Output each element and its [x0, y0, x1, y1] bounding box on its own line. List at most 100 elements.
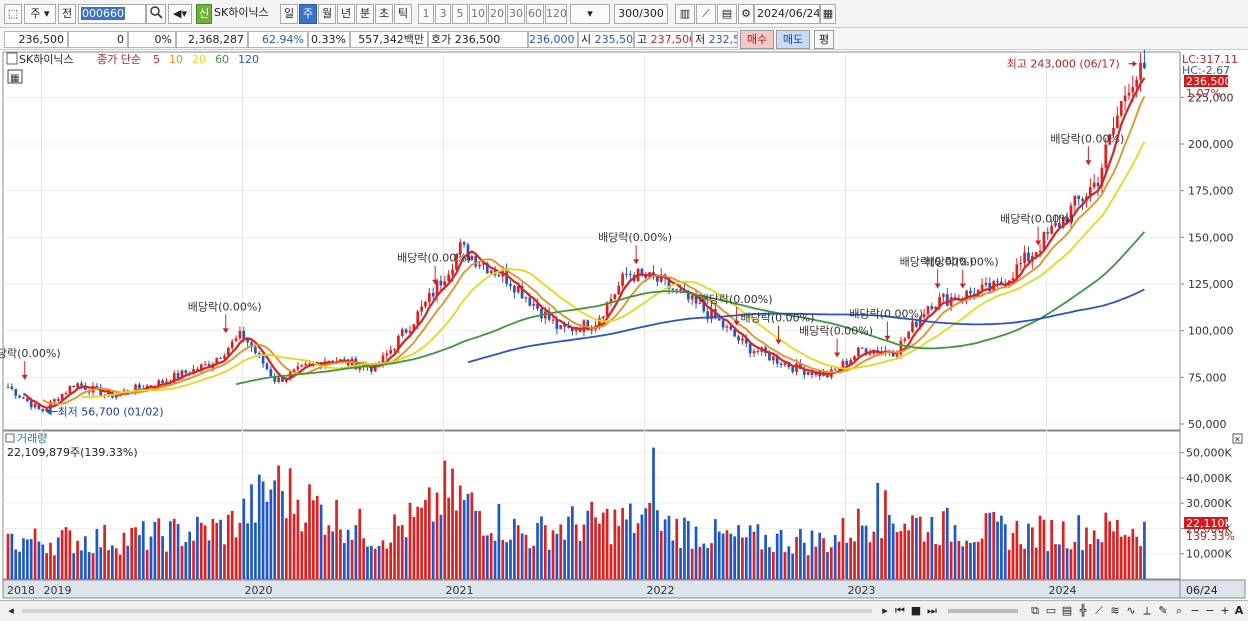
interval-select[interactable]: ▾	[570, 4, 610, 24]
candle-type-icon[interactable]: ▥	[675, 4, 695, 24]
turnover-pct: 0.33%	[308, 31, 350, 48]
rewind-icon[interactable]: ⏮	[895, 604, 905, 617]
volume-bar	[126, 545, 130, 579]
sell-button[interactable]: 매도	[776, 30, 810, 49]
candle-body	[1143, 62, 1146, 69]
x-tick-label: 2019	[44, 584, 72, 597]
period-tab-6[interactable]: 틱	[394, 4, 412, 24]
candle-body	[1104, 144, 1108, 168]
chart-svg[interactable]: 최고 243,000 (06/17) 최저 56,700 (01/02) 배당락(0…	[0, 49, 1248, 600]
candle-body	[246, 338, 250, 343]
candle-body	[157, 380, 161, 388]
trendline-icon[interactable]: ⟋	[1095, 604, 1103, 617]
minus-icon[interactable]: −	[1205, 604, 1215, 617]
volume-bar	[389, 542, 393, 579]
gear-icon[interactable]: ⚙	[738, 4, 754, 24]
change-percent: 0%	[128, 31, 176, 48]
zoom-slider[interactable]	[948, 609, 1018, 613]
plus-icon[interactable]: +	[1220, 604, 1230, 617]
ruler-icon[interactable]: ⟂	[1143, 604, 1151, 617]
bid-value: 236,500	[454, 33, 501, 46]
interval-button-3[interactable]: 3	[435, 4, 451, 24]
volume-bar	[416, 506, 420, 579]
candle-body	[640, 268, 644, 275]
zoom-out-icon[interactable]: −	[1190, 604, 1200, 617]
candle-body	[891, 352, 895, 357]
crosshair-icon[interactable]: ╬	[1079, 604, 1087, 617]
date-field[interactable]: 2024/06/24	[754, 4, 820, 24]
horizontal-scrollbar[interactable]	[22, 609, 872, 613]
chart-area[interactable]: 최고 243,000 (06/17) 최저 56,700 (01/02) 배당락(0…	[0, 49, 1248, 600]
candle-body	[509, 283, 512, 286]
settings-grid-icon[interactable]	[7, 69, 23, 84]
fast-forward-icon[interactable]: ⏭	[927, 604, 937, 617]
candle-body	[95, 386, 99, 388]
auto-scale-icon[interactable]: A	[1234, 604, 1244, 617]
volume-bar	[246, 523, 250, 579]
draw-tool-icon[interactable]: ⟋	[696, 4, 716, 24]
stop-icon[interactable]: ■	[910, 604, 922, 617]
interval-button-10[interactable]: 10	[469, 4, 487, 24]
eval-button[interactable]: 평	[814, 30, 834, 49]
interval-button-60[interactable]: 60	[526, 4, 544, 24]
legend-box-icon[interactable]	[6, 52, 18, 65]
count-field[interactable]: 300/300	[614, 4, 668, 24]
dividend-label: 배당락(0.00%)	[900, 255, 974, 268]
volume-bar	[49, 542, 52, 579]
price-pane[interactable]	[2, 51, 1181, 431]
zoom-icon[interactable]: ⌕	[1175, 604, 1183, 617]
candle-body	[64, 392, 68, 394]
volume-bar	[462, 500, 466, 579]
candle-body	[617, 285, 621, 295]
volume-box-icon[interactable]	[5, 433, 15, 443]
candle-body	[907, 331, 910, 339]
volume-bar	[547, 549, 551, 579]
window-icon[interactable]: ▭	[1045, 604, 1057, 617]
period-tab-0[interactable]: 일	[280, 4, 298, 24]
stock-code-input[interactable]: 000660	[78, 4, 146, 24]
volume-bar	[748, 525, 752, 579]
speaker-icon[interactable]: ◀▾	[168, 4, 192, 24]
candle-body	[1119, 101, 1123, 116]
interval-button-1[interactable]: 1	[418, 4, 434, 24]
period-tab-3[interactable]: 년	[337, 4, 355, 24]
candle-body	[196, 368, 199, 370]
candle-body	[184, 370, 188, 374]
chart-type-select[interactable]: 주 ▾	[24, 4, 56, 24]
volume-bar	[373, 548, 377, 579]
scroll-left-icon[interactable]: ◂	[8, 604, 14, 617]
interval-button-5[interactable]: 5	[452, 4, 468, 24]
period-tab-4[interactable]: 분	[356, 4, 374, 24]
wave-icon[interactable]: ∿	[1126, 604, 1136, 617]
calendar-icon[interactable]: ▦	[820, 4, 836, 24]
candle-body	[895, 354, 899, 357]
candle-body	[1058, 223, 1061, 228]
interval-button-120[interactable]: 120	[545, 4, 567, 24]
save-icon[interactable]: ▤	[717, 4, 737, 24]
price-tick-label: 100,000	[1188, 325, 1234, 338]
search-button[interactable]	[146, 4, 166, 24]
legend-ma-120: 120	[238, 53, 259, 66]
candle-body	[547, 311, 551, 320]
candle-body	[690, 295, 694, 300]
volume-bar	[857, 508, 860, 579]
volume-close-icon[interactable]	[1232, 433, 1243, 444]
period-tab-5[interactable]: 초	[375, 4, 393, 24]
fib-icon[interactable]: ≋	[1110, 604, 1120, 617]
volume-bar	[814, 546, 818, 579]
window-layout-icon[interactable]: ⬚	[4, 4, 22, 24]
copy-icon[interactable]: ⧉	[1031, 604, 1039, 617]
print-icon[interactable]: ▤	[1061, 604, 1073, 617]
volume-bar	[853, 541, 856, 579]
period-tab-2[interactable]: 월	[318, 4, 336, 24]
scroll-right-icon[interactable]: ▸	[882, 604, 888, 617]
candle-body	[841, 360, 845, 369]
period-tab-1[interactable]: 주	[299, 4, 317, 24]
buy-button[interactable]: 매수	[740, 30, 774, 49]
volume-bar	[335, 499, 338, 579]
pen-icon[interactable]: ✎	[1158, 604, 1168, 617]
new-badge[interactable]: 신	[196, 4, 212, 24]
prev-button[interactable]: 전	[58, 4, 76, 24]
interval-button-20[interactable]: 20	[488, 4, 506, 24]
interval-button-30[interactable]: 30	[507, 4, 525, 24]
